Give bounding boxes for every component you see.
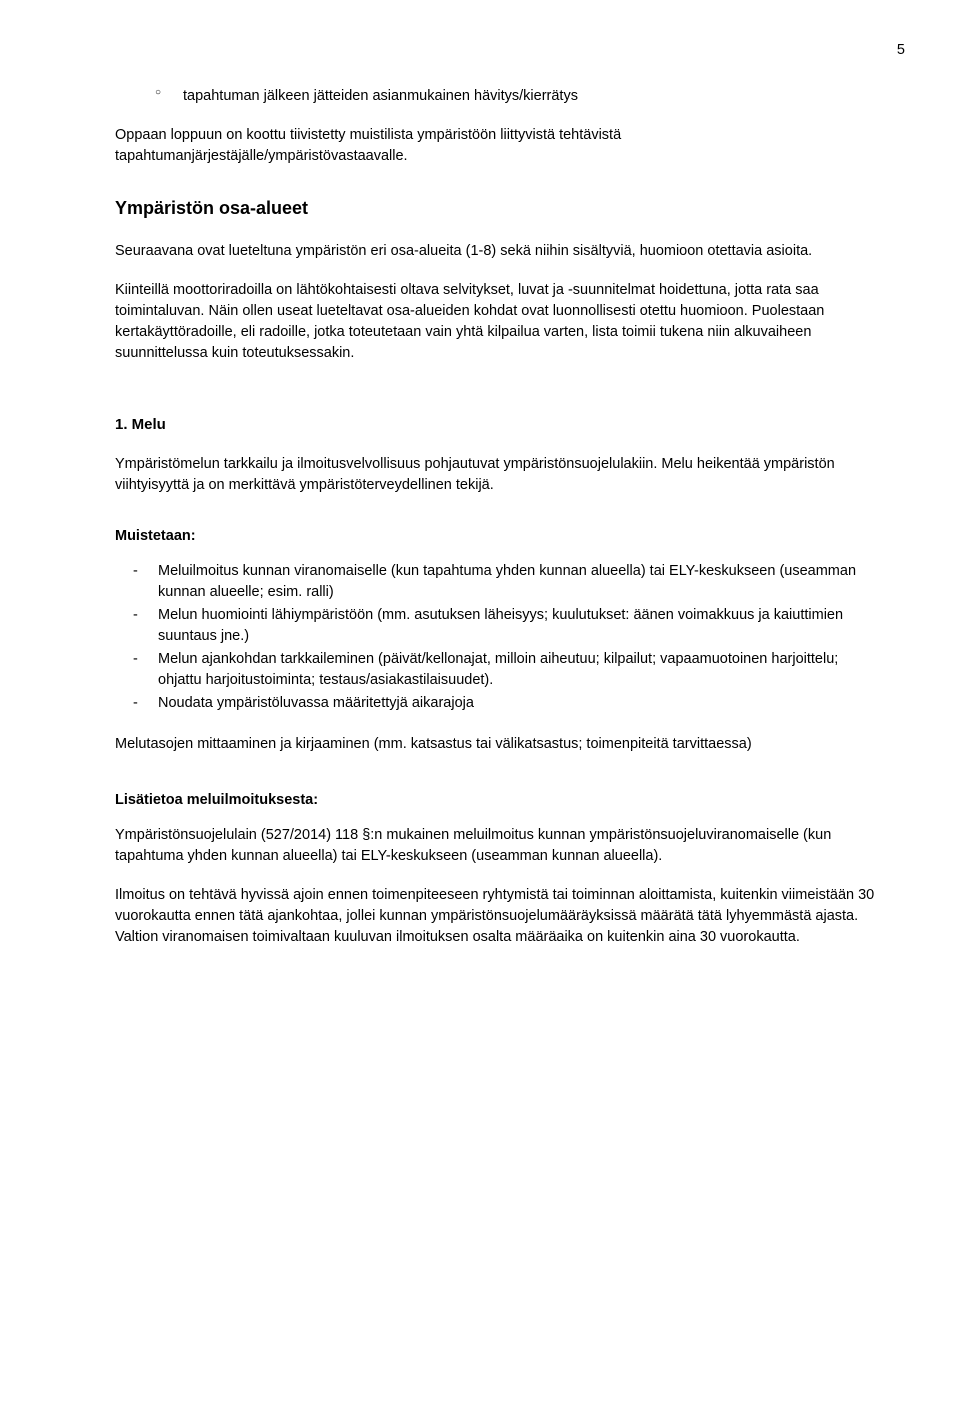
list-item: tapahtuman jälkeen jätteiden asianmukain… [155,86,875,107]
body-paragraph: Ympäristönsuojelulain (527/2014) 118 §:n… [115,825,875,867]
muistetaan-label: Muistetaan: [115,526,875,547]
lisatietoa-label: Lisätietoa meluilmoituksesta: [115,790,875,811]
list-item: Melun ajankohdan tarkkaileminen (päivät/… [133,649,875,691]
intro-bullet-list: tapahtuman jälkeen jätteiden asianmukain… [155,86,875,107]
body-paragraph: Ilmoitus on tehtävä hyvissä ajoin ennen … [115,885,875,948]
muistetaan-list: Meluilmoitus kunnan viranomaiselle (kun … [133,561,875,714]
intro-paragraph: Oppaan loppuun on koottu tiivistetty mui… [115,125,875,167]
body-paragraph: Ympäristömelun tarkkailu ja ilmoitusvelv… [115,454,875,496]
heading-melu: 1. Melu [115,414,875,436]
list-item: Noudata ympäristöluvassa määritettyjä ai… [133,693,875,714]
body-paragraph: Seuraavana ovat lueteltuna ympäristön er… [115,241,875,262]
body-paragraph: Melutasojen mittaaminen ja kirjaaminen (… [115,734,875,755]
body-paragraph: Kiinteillä moottoriradoilla on lähtökoht… [115,280,875,364]
list-item: Melun huomiointi lähiympäristöön (mm. as… [133,605,875,647]
heading-ymparisto: Ympäristön osa-alueet [115,195,875,221]
list-item: Meluilmoitus kunnan viranomaiselle (kun … [133,561,875,603]
page-number: 5 [115,40,905,61]
